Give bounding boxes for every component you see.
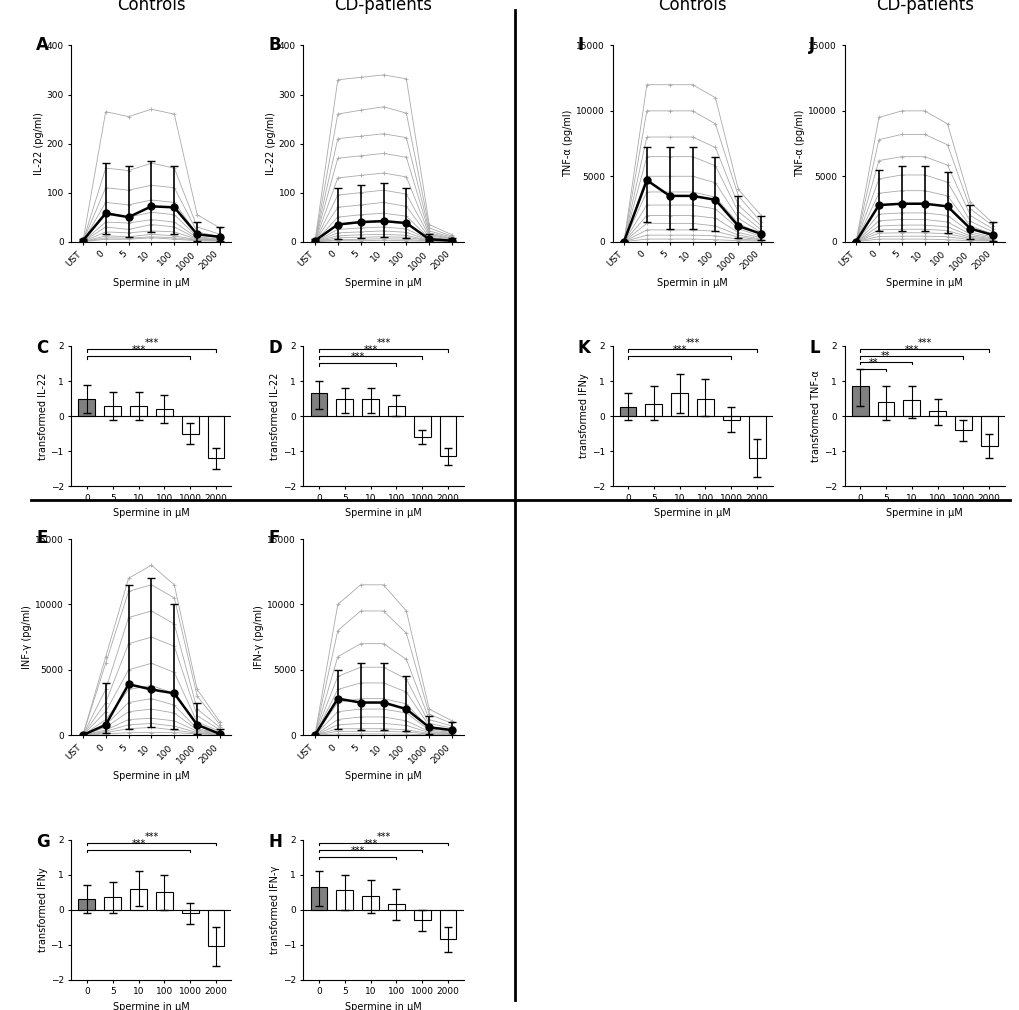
Text: ***: *** xyxy=(351,352,365,363)
Bar xyxy=(130,889,147,910)
Y-axis label: IL-22 (pg/ml): IL-22 (pg/ml) xyxy=(34,112,44,175)
Bar xyxy=(387,406,405,416)
Text: ***: *** xyxy=(144,338,158,348)
Text: B: B xyxy=(268,35,280,54)
Text: ***: *** xyxy=(376,338,390,348)
Text: ***: *** xyxy=(363,839,377,849)
Bar xyxy=(671,393,688,416)
Y-axis label: transformed IL-22: transformed IL-22 xyxy=(270,373,279,460)
Bar xyxy=(980,416,997,445)
Bar xyxy=(748,416,765,459)
Text: Controls: Controls xyxy=(117,0,185,14)
Text: ***: *** xyxy=(131,839,146,849)
Text: ***: *** xyxy=(363,345,377,356)
Bar xyxy=(181,416,199,433)
Bar xyxy=(181,910,199,913)
X-axis label: Spermine in μM: Spermine in μM xyxy=(113,771,190,781)
X-axis label: Spermine in μM: Spermine in μM xyxy=(344,1002,422,1010)
Text: I: I xyxy=(577,35,583,54)
Bar xyxy=(439,910,455,939)
Y-axis label: TNF-α (pg/ml): TNF-α (pg/ml) xyxy=(562,110,573,177)
Text: J: J xyxy=(809,35,815,54)
Y-axis label: transformed IFN-γ: transformed IFN-γ xyxy=(270,866,279,953)
Text: ***: *** xyxy=(144,832,158,842)
Text: **: ** xyxy=(867,358,877,368)
Text: H: H xyxy=(268,832,282,850)
Bar xyxy=(414,910,430,920)
Bar xyxy=(696,399,713,416)
Text: K: K xyxy=(577,339,590,357)
X-axis label: Spermine in μM: Spermine in μM xyxy=(344,508,422,518)
Bar xyxy=(104,406,121,416)
Bar xyxy=(954,416,971,430)
Text: ***: *** xyxy=(904,345,918,356)
Text: **: ** xyxy=(880,350,890,361)
Bar xyxy=(336,399,353,416)
Text: E: E xyxy=(36,529,48,547)
X-axis label: Spermine in μM: Spermine in μM xyxy=(113,508,190,518)
Bar xyxy=(620,407,636,416)
Bar xyxy=(130,406,147,416)
Bar xyxy=(387,904,405,910)
Y-axis label: transformed TNF-α: transformed TNF-α xyxy=(810,370,820,462)
Text: C: C xyxy=(36,339,48,357)
X-axis label: Spermine in μM: Spermine in μM xyxy=(344,771,422,781)
Text: F: F xyxy=(268,529,279,547)
X-axis label: Spermine in μM: Spermine in μM xyxy=(653,508,731,518)
Y-axis label: transformed IL-22: transformed IL-22 xyxy=(38,373,48,460)
X-axis label: Spermine in μM: Spermine in μM xyxy=(886,278,962,288)
Text: D: D xyxy=(268,339,281,357)
Bar xyxy=(78,899,95,910)
Text: Controls: Controls xyxy=(657,0,727,14)
Y-axis label: transformed IFNy: transformed IFNy xyxy=(38,868,48,952)
Bar xyxy=(928,411,945,416)
Bar xyxy=(156,892,172,910)
Bar xyxy=(156,409,172,416)
Bar xyxy=(208,910,224,946)
Bar xyxy=(208,416,224,459)
X-axis label: Spermine in μM: Spermine in μM xyxy=(113,278,190,288)
Bar xyxy=(362,399,379,416)
Text: CD-patients: CD-patients xyxy=(875,0,973,14)
Y-axis label: INF-γ (pg/ml): INF-γ (pg/ml) xyxy=(22,605,33,669)
Text: ***: *** xyxy=(131,345,146,356)
Bar xyxy=(851,386,867,416)
Bar xyxy=(645,404,661,416)
Text: G: G xyxy=(36,832,50,850)
Bar xyxy=(104,897,121,910)
X-axis label: Spermine in μM: Spermine in μM xyxy=(886,508,962,518)
Bar xyxy=(78,399,95,416)
Bar xyxy=(722,416,739,419)
Y-axis label: transformed IFNy: transformed IFNy xyxy=(579,374,588,459)
Bar xyxy=(310,887,327,910)
Bar xyxy=(903,400,919,416)
Bar xyxy=(310,393,327,416)
X-axis label: Spermin in μM: Spermin in μM xyxy=(656,278,728,288)
Bar xyxy=(414,416,430,437)
Y-axis label: TNF-α (pg/ml): TNF-α (pg/ml) xyxy=(795,110,805,177)
Text: ***: *** xyxy=(376,832,390,842)
Text: ***: *** xyxy=(685,338,699,348)
Text: L: L xyxy=(809,339,819,357)
Y-axis label: IFN-γ (pg/ml): IFN-γ (pg/ml) xyxy=(254,605,264,669)
Bar xyxy=(876,402,894,416)
X-axis label: Spermine in μM: Spermine in μM xyxy=(344,278,422,288)
Bar xyxy=(362,896,379,910)
Y-axis label: IL-22 (pg/ml): IL-22 (pg/ml) xyxy=(266,112,275,175)
X-axis label: Spermine in μM: Spermine in μM xyxy=(113,1002,190,1010)
Bar xyxy=(336,891,353,910)
Text: ***: *** xyxy=(672,345,686,356)
Bar xyxy=(439,416,455,457)
Text: CD-patients: CD-patients xyxy=(334,0,432,14)
Text: ***: *** xyxy=(351,846,365,856)
Text: ***: *** xyxy=(917,338,931,348)
Text: A: A xyxy=(36,35,49,54)
